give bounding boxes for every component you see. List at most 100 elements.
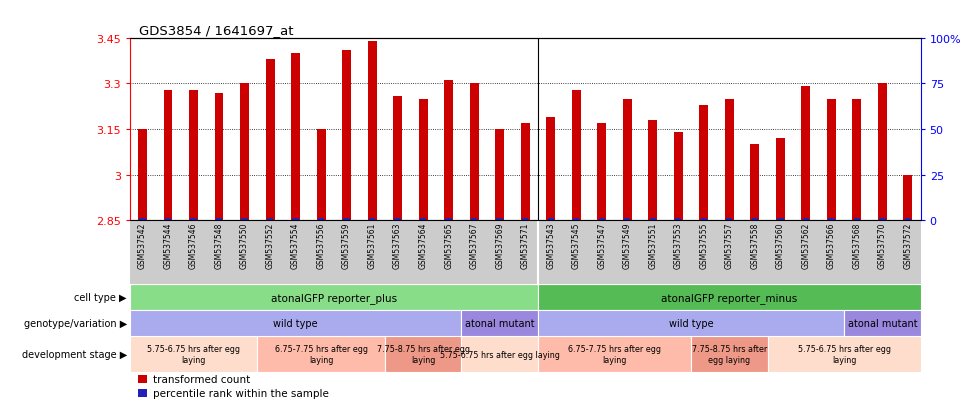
Text: GSM537567: GSM537567 xyxy=(470,222,479,268)
Bar xyxy=(700,105,708,221)
Text: GSM537569: GSM537569 xyxy=(495,222,505,268)
Bar xyxy=(471,219,478,221)
Bar xyxy=(137,375,147,383)
Text: GSM537564: GSM537564 xyxy=(419,222,428,268)
Text: 5.75-6.75 hrs after egg laying: 5.75-6.75 hrs after egg laying xyxy=(440,350,559,358)
Bar xyxy=(368,42,377,221)
Text: GSM537566: GSM537566 xyxy=(826,222,836,268)
Bar xyxy=(675,219,681,221)
Bar xyxy=(163,90,172,221)
Bar xyxy=(420,219,427,221)
Bar xyxy=(727,219,732,221)
Text: GDS3854 / 1641697_at: GDS3854 / 1641697_at xyxy=(139,24,294,37)
Bar xyxy=(342,51,351,221)
Text: atonalGFP reporter_plus: atonalGFP reporter_plus xyxy=(271,292,397,303)
Bar xyxy=(725,100,734,221)
Bar xyxy=(691,337,768,372)
Bar xyxy=(852,100,861,221)
Bar xyxy=(752,219,758,221)
Bar xyxy=(521,123,530,221)
Bar xyxy=(130,311,461,337)
Text: genotype/variation ▶: genotype/variation ▶ xyxy=(24,318,127,329)
Bar xyxy=(674,133,682,221)
Text: GSM537557: GSM537557 xyxy=(725,222,734,268)
Bar xyxy=(318,219,324,221)
Bar xyxy=(384,337,461,372)
Text: atonal mutant: atonal mutant xyxy=(465,318,534,329)
Bar xyxy=(292,219,299,221)
Text: 6.75-7.75 hrs after egg
laying: 6.75-7.75 hrs after egg laying xyxy=(275,344,367,364)
Text: 7.75-8.75 hrs after egg
laying: 7.75-8.75 hrs after egg laying xyxy=(377,344,470,364)
Bar xyxy=(139,219,146,221)
Text: GSM537547: GSM537547 xyxy=(597,222,606,268)
Bar xyxy=(495,130,505,221)
Bar xyxy=(878,84,887,221)
Bar xyxy=(801,87,810,221)
Bar xyxy=(393,96,402,221)
Text: atonal mutant: atonal mutant xyxy=(848,318,917,329)
Bar xyxy=(538,311,844,337)
Bar xyxy=(522,219,529,221)
Text: 6.75-7.75 hrs after egg
laying: 6.75-7.75 hrs after egg laying xyxy=(568,344,661,364)
Bar xyxy=(216,219,222,221)
Bar xyxy=(291,54,300,221)
Bar xyxy=(599,219,604,221)
Bar xyxy=(597,123,606,221)
Text: GSM537559: GSM537559 xyxy=(342,222,351,268)
Text: cell type ▶: cell type ▶ xyxy=(74,292,127,303)
Bar xyxy=(624,219,630,221)
Bar xyxy=(137,389,147,397)
Text: GSM537572: GSM537572 xyxy=(903,222,912,268)
Bar xyxy=(573,219,579,221)
Bar xyxy=(776,139,785,221)
Bar xyxy=(649,121,657,221)
Bar xyxy=(369,219,376,221)
Text: 5.75-6.75 hrs after egg
laying: 5.75-6.75 hrs after egg laying xyxy=(798,344,891,364)
Bar xyxy=(623,100,631,221)
Bar xyxy=(444,81,454,221)
Text: wild type: wild type xyxy=(273,318,318,329)
Bar xyxy=(904,219,911,221)
Bar xyxy=(316,130,326,221)
Bar xyxy=(394,219,401,221)
Text: GSM537544: GSM537544 xyxy=(163,222,173,268)
Bar xyxy=(130,337,258,372)
Text: development stage ▶: development stage ▶ xyxy=(21,349,127,359)
Text: GSM537549: GSM537549 xyxy=(623,222,631,268)
Text: 5.75-6.75 hrs after egg
laying: 5.75-6.75 hrs after egg laying xyxy=(147,344,240,364)
Text: GSM537558: GSM537558 xyxy=(751,222,759,268)
Text: GSM537550: GSM537550 xyxy=(240,222,249,268)
Bar xyxy=(461,337,538,372)
Bar xyxy=(214,93,224,221)
Bar xyxy=(751,145,759,221)
Bar xyxy=(538,337,691,372)
Text: GSM537546: GSM537546 xyxy=(189,222,198,268)
Bar xyxy=(446,219,452,221)
Bar xyxy=(650,219,656,221)
Bar xyxy=(265,60,275,221)
Bar xyxy=(470,84,479,221)
Text: GSM537560: GSM537560 xyxy=(776,222,785,268)
Text: GSM537551: GSM537551 xyxy=(649,222,657,268)
Bar xyxy=(461,311,538,337)
Bar xyxy=(419,100,428,221)
Text: GSM537552: GSM537552 xyxy=(265,222,275,268)
Bar xyxy=(548,219,554,221)
Text: GSM537543: GSM537543 xyxy=(546,222,555,268)
Bar xyxy=(701,219,707,221)
Bar xyxy=(189,90,198,221)
Bar xyxy=(267,219,273,221)
Text: GSM537561: GSM537561 xyxy=(368,222,377,268)
Bar xyxy=(538,285,921,311)
Bar xyxy=(879,219,885,221)
Bar xyxy=(572,90,580,221)
Bar xyxy=(343,219,350,221)
Text: GSM537565: GSM537565 xyxy=(444,222,454,268)
Bar xyxy=(241,219,248,221)
Bar xyxy=(546,118,555,221)
Text: GSM537556: GSM537556 xyxy=(316,222,326,268)
Text: GSM537553: GSM537553 xyxy=(674,222,682,268)
Text: GSM537562: GSM537562 xyxy=(801,222,810,268)
Bar xyxy=(853,219,860,221)
Bar xyxy=(130,285,538,311)
